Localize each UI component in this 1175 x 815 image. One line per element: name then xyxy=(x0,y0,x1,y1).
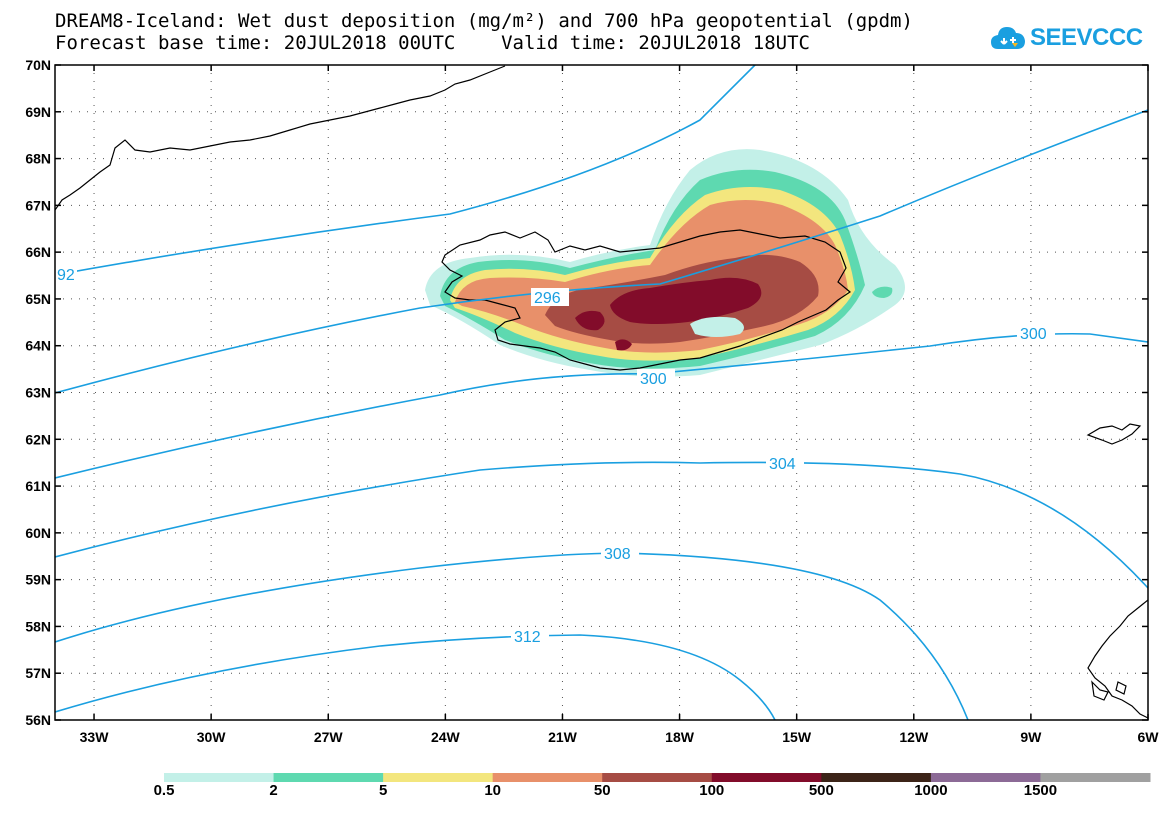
lon-label: 30W xyxy=(197,729,227,745)
colorbar-segment xyxy=(164,773,275,782)
colorbar-label: 1500 xyxy=(1023,782,1058,799)
contour-label-296: 296 xyxy=(534,290,561,307)
colorbar-label: 10 xyxy=(484,782,501,799)
lat-label: 68N xyxy=(25,151,51,167)
colorbar-label: 0.5 xyxy=(153,782,175,799)
contour-304 xyxy=(55,461,1148,589)
contour-label-300-a: 300 xyxy=(640,371,667,388)
contour-labels: 92 296 300 300 304 308 312 xyxy=(55,265,1055,646)
colorbar-label: 500 xyxy=(808,782,834,799)
colorbar-label: 100 xyxy=(699,782,725,799)
lon-label: 21W xyxy=(548,729,578,745)
lon-label: 24W xyxy=(431,729,461,745)
cloud-icon xyxy=(991,27,1025,49)
colorbar-segment xyxy=(602,773,713,782)
lon-label: 6W xyxy=(1138,729,1160,745)
lat-label: 61N xyxy=(25,478,51,494)
lat-label: 66N xyxy=(25,244,51,260)
dust-level-100 xyxy=(610,277,762,324)
contour-label-312: 312 xyxy=(514,629,541,646)
lat-label: 57N xyxy=(25,665,51,681)
contour-label-300-b: 300 xyxy=(1020,326,1047,343)
scotland-coastline xyxy=(1087,599,1148,719)
dust-patch-east xyxy=(872,286,893,298)
colorbar-label: 1000 xyxy=(914,782,948,799)
lat-label: 65N xyxy=(25,291,51,307)
colorbar-segment xyxy=(492,773,603,782)
lon-label: 15W xyxy=(782,729,812,745)
dust-level-100-b xyxy=(575,310,605,331)
lat-label: 56N xyxy=(25,712,51,728)
colorbar-segment xyxy=(383,773,494,782)
map-subtitle: Forecast base time: 20JUL2018 00UTC Vali… xyxy=(55,32,810,54)
scotland-islands xyxy=(1091,680,1127,701)
iceland-coastline xyxy=(441,229,852,371)
lon-label: 12W xyxy=(899,729,929,745)
colorbar-segment xyxy=(1040,773,1151,782)
lat-label: 64N xyxy=(25,338,51,354)
seevccc-logo: SEEVCCC xyxy=(990,18,1143,58)
lat-label: 59N xyxy=(25,572,51,588)
lat-label: 62N xyxy=(25,431,51,447)
colorbar-segment xyxy=(711,773,822,782)
colorbar-segment xyxy=(821,773,932,782)
contour-292 xyxy=(55,65,756,276)
lat-label: 63N xyxy=(25,385,51,401)
lat-label: 67N xyxy=(25,197,51,213)
dust-level-100-c xyxy=(615,339,632,351)
contour-label-92: 92 xyxy=(57,267,75,284)
contour-label-304: 304 xyxy=(769,456,796,473)
lat-label: 60N xyxy=(25,525,51,541)
dust-deposition-shading xyxy=(425,149,905,377)
coastlines xyxy=(55,65,1148,719)
contour-296 xyxy=(55,109,1148,394)
colorbar-label: 2 xyxy=(269,782,278,799)
lat-label: 58N xyxy=(25,618,51,634)
colorbar-segment xyxy=(273,773,384,782)
contour-label-308: 308 xyxy=(604,546,631,563)
logo-text: SEEVCCC xyxy=(1030,24,1143,51)
lon-label: 18W xyxy=(665,729,695,745)
map-title: DREAM8-Iceland: Wet dust deposition (mg/… xyxy=(55,10,913,32)
lon-label: 27W xyxy=(314,729,344,745)
dust-clear-area xyxy=(690,316,744,337)
lon-label: 33W xyxy=(80,729,110,745)
colorbar-label: 5 xyxy=(378,782,388,799)
contour-300 xyxy=(55,332,1148,479)
greenland-coastline xyxy=(55,65,506,211)
colorbar-segment xyxy=(930,773,1041,782)
lat-label: 70N xyxy=(25,57,51,73)
colorbar-label: 50 xyxy=(593,782,611,799)
colorbar xyxy=(164,773,1151,782)
faroe-coastline xyxy=(1086,423,1142,445)
lon-label: 9W xyxy=(1020,729,1042,745)
lat-label: 69N xyxy=(25,104,51,120)
